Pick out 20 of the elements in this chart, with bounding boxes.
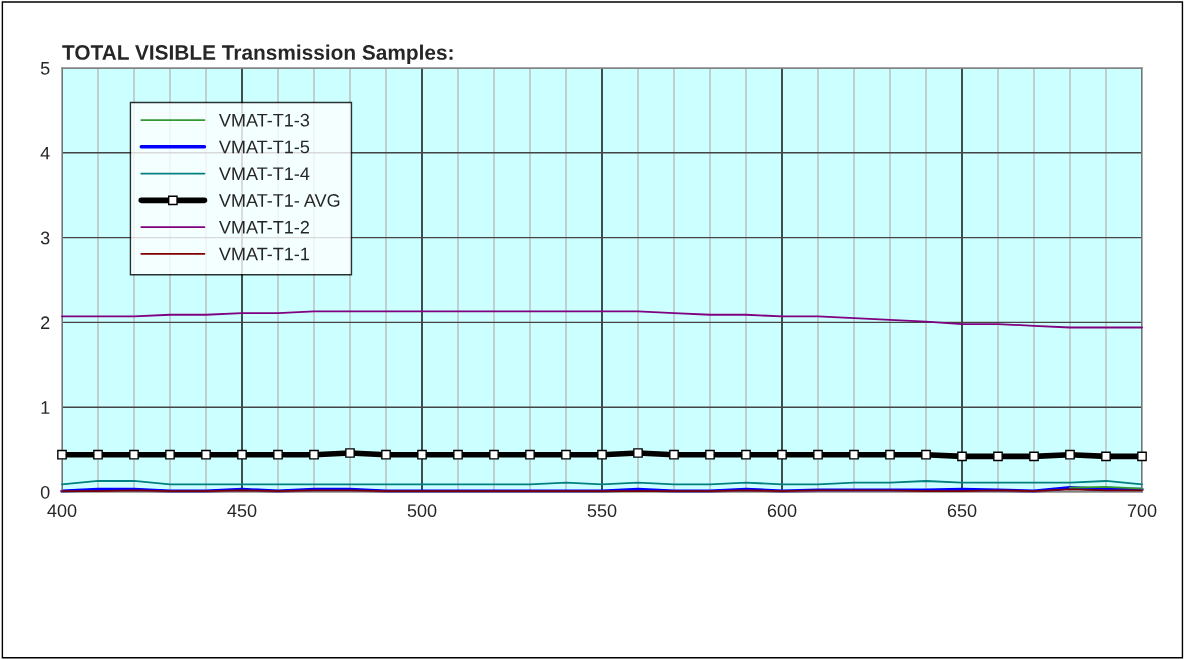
legend-label: VMAT-T1-4 [218,167,310,180]
x-tick-label: 500 [407,504,437,518]
legend-label: VMAT-T1- AVG [218,194,340,207]
x-tick-label: 650 [947,504,977,518]
y-tick-label: 2 [41,316,50,329]
x-tick-label: 600 [767,504,797,518]
y-tick-label: 3 [40,231,50,245]
y-tick-label: 5 [40,62,50,75]
legend-label: VMAT-T1-3 [218,113,310,127]
x-tick-label: 700 [1127,504,1157,518]
x-tick-label: 550 [587,504,617,518]
legend-label: VMAT-T1-2 [218,220,309,234]
legend-label: VMAT-T1-5 [218,140,310,154]
x-tick-label: 450 [227,504,257,518]
chart-title: TOTAL VISIBLE Transmission Samples: [62,44,453,64]
legend-label: VMAT-T1-1 [218,247,309,261]
x-tick-label: 400 [47,504,77,518]
y-tick-label: 4 [40,146,50,160]
y-tick-label: 0 [40,485,50,499]
y-tick-label: 1 [41,401,50,414]
